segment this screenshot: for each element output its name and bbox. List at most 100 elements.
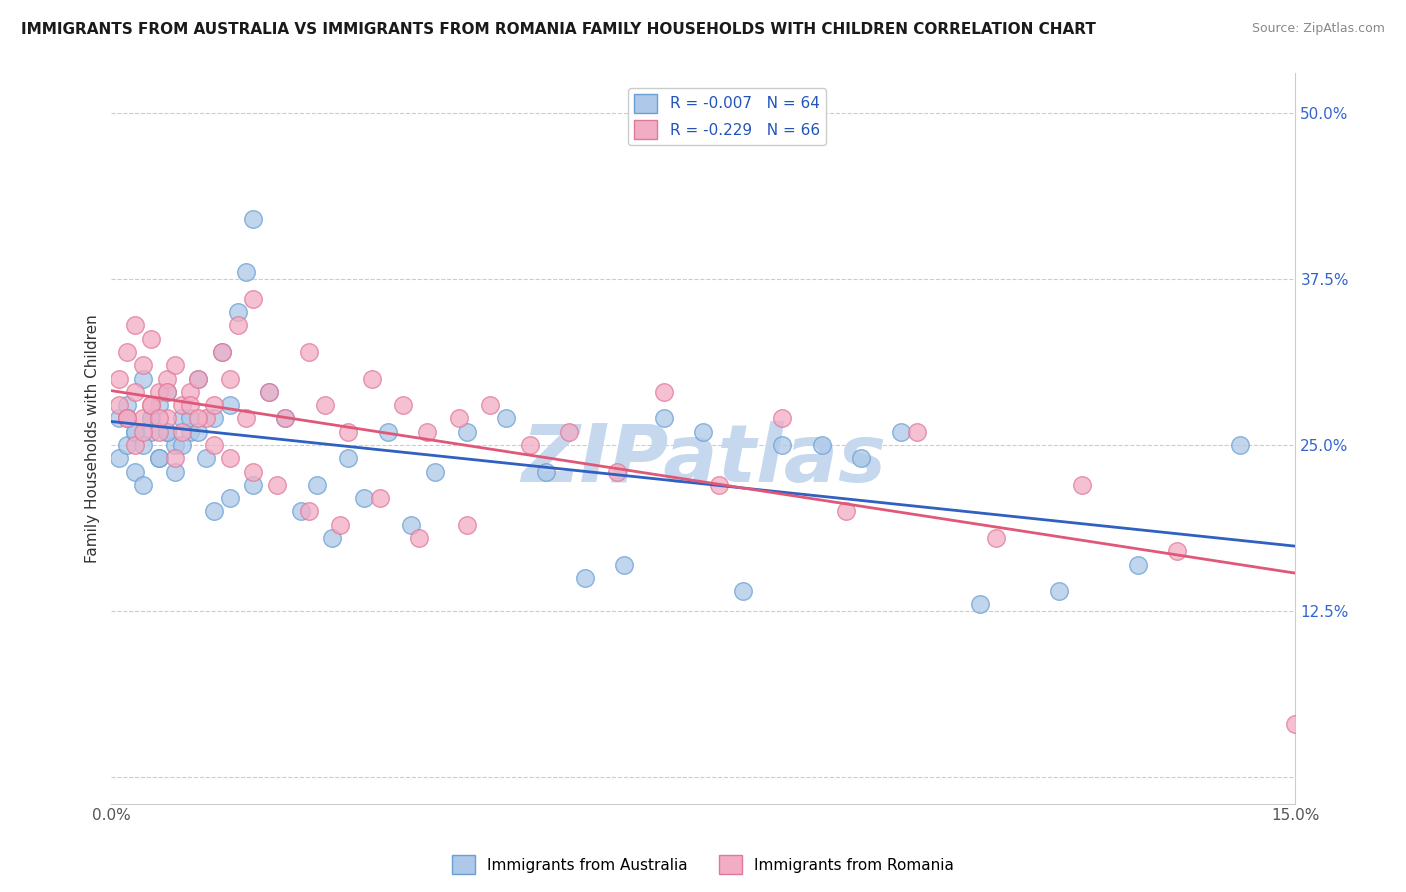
Point — [132, 411, 155, 425]
Point — [187, 371, 209, 385]
Point — [148, 451, 170, 466]
Point — [606, 465, 628, 479]
Legend: R = -0.007   N = 64, R = -0.229   N = 66: R = -0.007 N = 64, R = -0.229 N = 66 — [628, 88, 825, 145]
Point — [218, 398, 240, 412]
Point — [242, 212, 264, 227]
Point — [447, 411, 470, 425]
Legend: Immigrants from Australia, Immigrants from Romania: Immigrants from Australia, Immigrants fr… — [446, 849, 960, 880]
Point — [187, 425, 209, 439]
Point — [1284, 717, 1306, 731]
Point — [361, 371, 384, 385]
Point — [139, 398, 162, 412]
Point — [266, 477, 288, 491]
Point — [1229, 438, 1251, 452]
Point — [132, 371, 155, 385]
Point — [202, 504, 225, 518]
Point — [124, 438, 146, 452]
Point — [495, 411, 517, 425]
Point — [108, 411, 131, 425]
Point — [179, 411, 201, 425]
Point — [851, 451, 873, 466]
Point — [298, 504, 321, 518]
Point — [156, 411, 179, 425]
Point — [984, 531, 1007, 545]
Point — [408, 531, 430, 545]
Point — [226, 305, 249, 319]
Y-axis label: Family Households with Children: Family Households with Children — [86, 314, 100, 563]
Point — [329, 517, 352, 532]
Point — [163, 465, 186, 479]
Point — [195, 411, 218, 425]
Point — [479, 398, 502, 412]
Point — [368, 491, 391, 505]
Point — [156, 425, 179, 439]
Point — [274, 411, 297, 425]
Point — [242, 477, 264, 491]
Point — [305, 477, 328, 491]
Text: IMMIGRANTS FROM AUSTRALIA VS IMMIGRANTS FROM ROMANIA FAMILY HOUSEHOLDS WITH CHIL: IMMIGRANTS FROM AUSTRALIA VS IMMIGRANTS … — [21, 22, 1095, 37]
Point — [172, 438, 194, 452]
Point — [139, 398, 162, 412]
Text: ZIPatlas: ZIPatlas — [522, 421, 886, 500]
Point — [148, 384, 170, 399]
Point — [574, 571, 596, 585]
Point — [211, 345, 233, 359]
Point — [124, 318, 146, 333]
Point — [108, 451, 131, 466]
Point — [195, 451, 218, 466]
Point — [290, 504, 312, 518]
Point — [298, 345, 321, 359]
Point — [172, 411, 194, 425]
Point — [187, 371, 209, 385]
Point — [124, 465, 146, 479]
Point — [321, 531, 343, 545]
Point — [377, 425, 399, 439]
Point — [132, 425, 155, 439]
Point — [148, 451, 170, 466]
Point — [401, 517, 423, 532]
Point — [139, 411, 162, 425]
Point — [218, 451, 240, 466]
Point — [115, 411, 138, 425]
Point — [211, 345, 233, 359]
Point — [337, 451, 360, 466]
Point — [558, 425, 581, 439]
Point — [226, 318, 249, 333]
Point — [392, 398, 415, 412]
Point — [202, 411, 225, 425]
Point — [274, 411, 297, 425]
Point — [148, 425, 170, 439]
Point — [108, 398, 131, 412]
Point — [692, 425, 714, 439]
Point — [139, 332, 162, 346]
Point — [132, 477, 155, 491]
Point — [834, 504, 856, 518]
Point — [242, 292, 264, 306]
Point — [115, 345, 138, 359]
Point — [416, 425, 439, 439]
Point — [218, 491, 240, 505]
Point — [969, 598, 991, 612]
Point — [456, 425, 478, 439]
Point — [242, 465, 264, 479]
Point — [652, 384, 675, 399]
Point — [235, 411, 257, 425]
Point — [731, 584, 754, 599]
Point — [115, 398, 138, 412]
Point — [124, 425, 146, 439]
Point — [132, 358, 155, 372]
Point — [108, 371, 131, 385]
Point — [890, 425, 912, 439]
Point — [187, 411, 209, 425]
Point — [115, 411, 138, 425]
Point — [353, 491, 375, 505]
Point — [115, 438, 138, 452]
Point — [534, 465, 557, 479]
Point — [156, 425, 179, 439]
Point — [202, 398, 225, 412]
Point — [172, 398, 194, 412]
Point — [709, 477, 731, 491]
Point — [163, 451, 186, 466]
Point — [124, 384, 146, 399]
Point — [179, 398, 201, 412]
